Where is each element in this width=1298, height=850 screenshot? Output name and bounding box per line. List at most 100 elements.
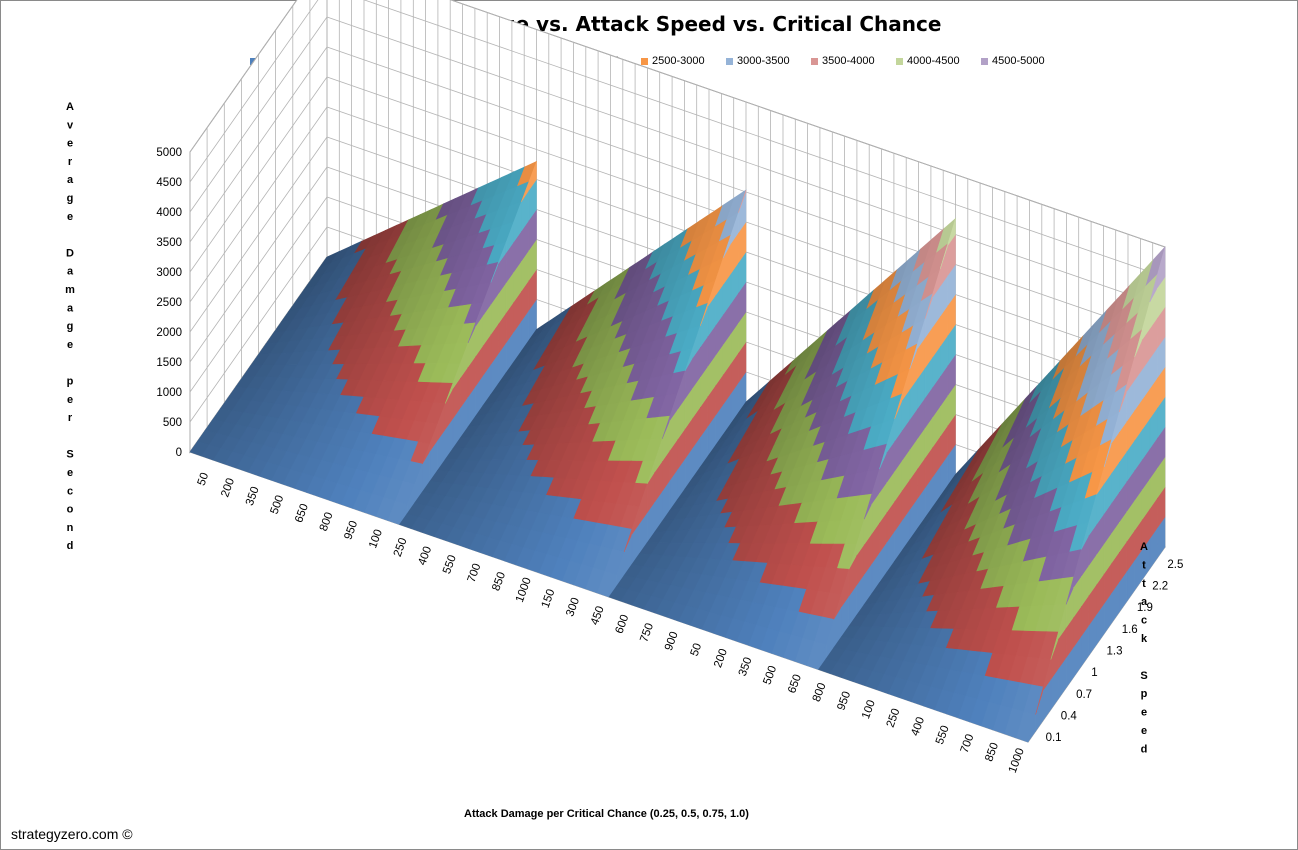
x-tick-label: 500 — [761, 664, 779, 686]
y-axis-title-letter: p — [67, 376, 74, 388]
y-axis-title-letter: a — [67, 302, 74, 314]
x-tick-label: 350 — [737, 656, 755, 678]
depth-axis-title-letter: p — [1141, 688, 1148, 700]
depth-tick-label: 0.7 — [1076, 689, 1092, 701]
x-tick-label: 700 — [959, 733, 977, 755]
y-axis-title-letter: d — [67, 540, 74, 552]
x-tick-label: 850 — [490, 571, 508, 593]
x-tick-label: 1000 — [1007, 747, 1027, 775]
legend-label: 4500-5000 — [992, 55, 1045, 67]
x-tick-label: 400 — [416, 545, 434, 567]
y-axis-title-letter: e — [67, 339, 73, 351]
x-axis-title: Attack Damage per Critical Chance (0.25,… — [464, 808, 749, 820]
y-axis-title-letter: A — [66, 101, 74, 113]
z-tick-label: 3500 — [156, 237, 182, 249]
legend-label: 2500-3000 — [652, 55, 705, 67]
x-tick-label: 100 — [860, 699, 878, 721]
surface-wall-cell — [738, 189, 747, 213]
depth-axis-title-letter: S — [1140, 670, 1147, 682]
z-tick-label: 0 — [176, 447, 182, 459]
depth-axis-title-letter: c — [1141, 615, 1147, 627]
depth-tick-label: 0.1 — [1046, 732, 1062, 744]
depth-axis-title-letter: d — [1141, 743, 1148, 755]
x-tick-label: 550 — [441, 554, 459, 576]
x-tick-label: 900 — [663, 630, 681, 652]
x-tick-label: 250 — [885, 707, 903, 729]
surface-wall-cell — [947, 218, 956, 247]
y-axis-title-letter: g — [67, 321, 74, 333]
depth-axis-title-letter: t — [1142, 559, 1146, 571]
credit-text: strategyzero.com © — [11, 826, 133, 842]
x-tick-label: 650 — [293, 502, 311, 524]
y-axis-title-letter: D — [66, 247, 74, 259]
x-tick-label: 150 — [540, 588, 558, 610]
legend-label: 3000-3500 — [737, 55, 790, 67]
depth-axis-title-letter: a — [1141, 596, 1148, 608]
x-tick-label: 50 — [196, 471, 212, 487]
x-tick-label: 250 — [392, 536, 410, 558]
depth-axis-title-letter: e — [1141, 725, 1147, 737]
y-axis-title-letter: e — [67, 394, 73, 406]
x-tick-label: 1000 — [514, 576, 534, 604]
y-axis-title-letter: o — [67, 504, 74, 516]
y-axis-title-letter: c — [67, 485, 73, 497]
x-tick-label: 650 — [786, 673, 804, 695]
y-axis-title-letter: e — [67, 138, 73, 150]
x-tick-label: 350 — [244, 485, 262, 507]
depth-tick-label: 2.5 — [1167, 559, 1183, 571]
depth-tick-label: 0.4 — [1061, 711, 1078, 723]
x-tick-label: 400 — [909, 716, 927, 738]
x-tick-label: 550 — [934, 724, 952, 746]
depth-tick-label: 1.9 — [1137, 602, 1153, 614]
x-tick-label: 750 — [638, 622, 656, 644]
legend-swatch — [896, 58, 903, 65]
z-tick-label: 500 — [163, 417, 182, 429]
x-tick-label: 200 — [219, 477, 237, 499]
depth-tick-label: 1.3 — [1107, 646, 1123, 658]
legend-label: 3500-4000 — [822, 55, 875, 67]
z-tick-label: 1500 — [156, 357, 182, 369]
y-axis-title-letter: e — [67, 467, 73, 479]
depth-tick-label: 1.6 — [1122, 624, 1138, 636]
x-tick-label: 100 — [367, 528, 385, 550]
y-axis-title-letter: m — [65, 284, 75, 296]
y-axis-title-letter: r — [68, 156, 73, 168]
x-tick-label: 600 — [614, 613, 632, 635]
y-axis-title-letter: n — [67, 522, 74, 534]
legend-label: 4000-4500 — [907, 55, 960, 67]
depth-axis-title-letter: e — [1141, 707, 1147, 719]
x-tick-label: 800 — [318, 511, 336, 533]
gridline-horizontal — [189, 0, 1166, 248]
x-tick-label: 50 — [689, 642, 705, 658]
legend-swatch — [641, 58, 648, 65]
z-tick-label: 4500 — [156, 177, 182, 189]
z-tick-label: 2000 — [156, 327, 182, 339]
legend-swatch — [726, 58, 733, 65]
z-tick-label: 5000 — [156, 147, 182, 159]
x-tick-label: 800 — [811, 681, 829, 703]
x-tick-label: 950 — [342, 519, 360, 541]
y-axis-title-letter: r — [68, 412, 73, 424]
legend-swatch — [811, 58, 818, 65]
x-tick-label: 450 — [589, 605, 607, 627]
depth-tick-label: 2.2 — [1152, 581, 1168, 593]
y-axis-title-letter: a — [67, 174, 74, 186]
depth-axis-title-letter: k — [1141, 633, 1148, 645]
z-tick-label: 4000 — [156, 207, 182, 219]
surface-wall-cell — [528, 161, 537, 192]
y-axis-title-letter: v — [67, 119, 74, 131]
x-tick-label: 300 — [564, 596, 582, 618]
depth-axis-title-letter: A — [1140, 541, 1148, 553]
legend-swatch — [981, 58, 988, 65]
x-tick-label: 950 — [835, 690, 853, 712]
x-tick-label: 500 — [269, 494, 287, 516]
depth-axis-title-letter: t — [1142, 578, 1146, 590]
z-tick-label: 2500 — [156, 297, 182, 309]
x-tick-label: 850 — [983, 741, 1001, 763]
x-tick-label: 200 — [712, 647, 730, 669]
gridline-horizontal — [189, 0, 1166, 278]
